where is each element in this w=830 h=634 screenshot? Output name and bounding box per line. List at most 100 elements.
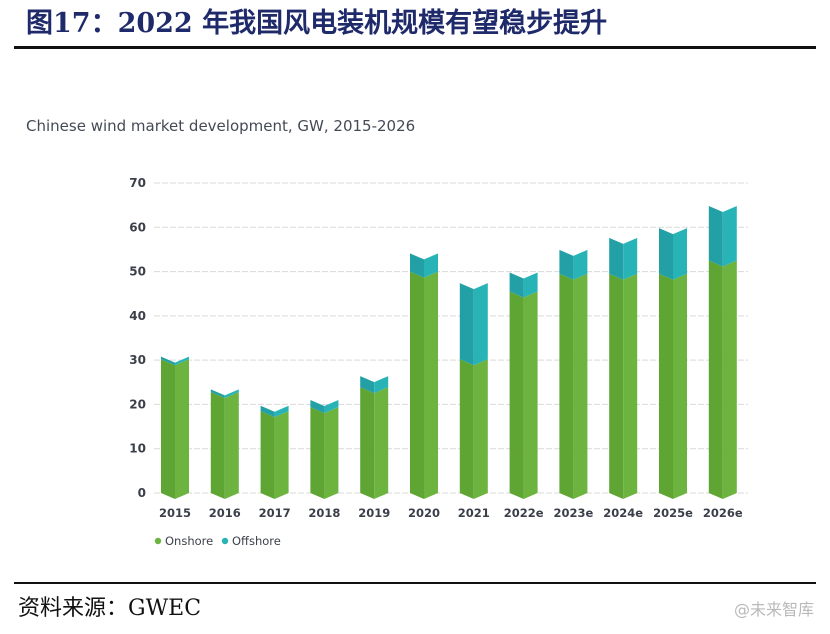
bar-onshore (659, 273, 687, 499)
bar-offshore (360, 376, 389, 394)
bar-onshore-right-face (473, 359, 488, 499)
bar-onshore-right-face (722, 260, 737, 499)
x-tick-label: 2025e (653, 506, 693, 520)
gridlines (154, 182, 748, 494)
bar-offshore-right-face (523, 272, 538, 298)
bar-offshore (509, 272, 538, 298)
bar-offshore (260, 405, 289, 418)
y-axis-ticks: 0 10 20 30 40 50 60 70 (129, 176, 146, 500)
bar-onshore-left-face (410, 271, 424, 499)
bar-onshore-left-face (310, 407, 325, 499)
bar-onshore-left-face (708, 260, 723, 499)
y-tick-label: 40 (129, 309, 146, 323)
bar-offshore (559, 249, 588, 280)
bar-onshore (210, 392, 239, 499)
legend-swatch (221, 537, 229, 545)
bar-offshore-left-face (260, 405, 275, 418)
chart-title: Chinese wind market development, GW, 201… (26, 117, 416, 135)
bar-onshore-left-face (210, 392, 225, 499)
bar-onshore (410, 271, 438, 499)
bar-offshore-left-face (410, 253, 424, 278)
source-note: 资料来源：GWEC (18, 596, 202, 621)
bar-offshore-right-face (374, 376, 389, 394)
bar-offshore-right-face (473, 283, 488, 366)
bar-onshore-right-face (324, 407, 339, 499)
bar-onshore-left-face (360, 387, 375, 499)
bar-onshore (708, 260, 737, 499)
y-tick-label: 10 (129, 442, 146, 456)
x-tick-label: 2018 (308, 506, 340, 520)
bar-offshore-left-face (161, 356, 175, 366)
bar-offshore (708, 206, 737, 267)
x-axis-ticks: 2015 2016 2017 2018 2019 2020 2021 2022e 2023e 20… (159, 506, 743, 520)
bar-onshore-left-face (659, 273, 673, 499)
y-tick-label: 50 (129, 265, 146, 279)
bar-offshore-left-face (210, 389, 225, 399)
bar-offshore-right-face (274, 405, 289, 418)
bar-offshore-right-face (722, 206, 737, 267)
y-tick-label: 30 (129, 353, 146, 367)
bar-onshore-right-face (274, 411, 289, 499)
bar-offshore (210, 389, 239, 399)
bar-offshore-left-face (659, 228, 673, 280)
bar-offshore-left-face (459, 283, 474, 366)
x-tick-label: 2017 (259, 506, 291, 520)
source-rule (14, 582, 816, 584)
stacked-bar-chart: 0 10 20 30 40 50 60 70 2015 2016 2017 2018 2019 2020… (129, 176, 748, 548)
bar-offshore-right-face (623, 237, 638, 280)
bar-onshore-left-face (459, 359, 474, 499)
bar-onshore-right-face (573, 273, 588, 499)
x-tick-label: 2021 (458, 506, 490, 520)
bar-offshore (459, 283, 488, 366)
legend-label: Offshore (232, 534, 281, 548)
legend: Onshore Offshore (154, 534, 281, 548)
bar-onshore (161, 359, 189, 499)
x-tick-label: 2022e (504, 506, 544, 520)
bar-onshore (360, 387, 389, 499)
watermark: @未来智库 (733, 600, 814, 619)
bars (161, 206, 737, 499)
bar-onshore (310, 407, 339, 499)
bar-onshore-right-face (673, 273, 687, 499)
bar-offshore-right-face (573, 249, 588, 280)
bar-onshore (559, 273, 588, 499)
bar-offshore (609, 237, 638, 280)
x-tick-label: 2016 (209, 506, 241, 520)
x-tick-label: 2015 (159, 506, 191, 520)
bar-onshore-right-face (374, 387, 389, 499)
bar-onshore (459, 359, 488, 499)
y-tick-label: 20 (129, 397, 146, 411)
y-tick-label: 70 (129, 176, 146, 190)
bar-offshore-left-face (708, 206, 723, 267)
bar-onshore-left-face (260, 411, 275, 499)
bar-offshore-left-face (559, 249, 574, 280)
bar-onshore (509, 291, 538, 499)
x-tick-label: 2026e (703, 506, 743, 520)
bar-offshore (659, 228, 687, 280)
x-tick-label: 2019 (358, 506, 390, 520)
bar-onshore (609, 273, 638, 499)
legend-item-onshore: Onshore (154, 534, 213, 548)
bar-onshore (260, 411, 289, 499)
bar-onshore-right-face (175, 359, 189, 499)
bar-offshore-right-face (175, 356, 189, 366)
bar-offshore (310, 400, 339, 414)
bar-onshore-right-face (623, 273, 638, 499)
bar-offshore-left-face (609, 237, 624, 280)
bar-onshore-left-face (609, 273, 624, 499)
y-tick-label: 0 (138, 486, 146, 500)
y-tick-label: 60 (129, 220, 146, 234)
bar-offshore-right-face (673, 228, 687, 280)
bar-offshore-right-face (424, 253, 438, 278)
bar-offshore-left-face (509, 272, 524, 298)
bar-onshore-right-face (424, 271, 438, 499)
bar-onshore-right-face (523, 291, 538, 499)
bar-onshore-right-face (224, 392, 239, 499)
legend-item-offshore: Offshore (221, 534, 281, 548)
bar-onshore-left-face (509, 291, 524, 499)
bar-onshore-left-face (161, 359, 175, 499)
figure-title: 图17：2022 年我国风电装机规模有望稳步提升 (26, 8, 608, 39)
bar-offshore-left-face (310, 400, 325, 414)
bar-offshore-left-face (360, 376, 375, 394)
x-tick-label: 2020 (408, 506, 440, 520)
